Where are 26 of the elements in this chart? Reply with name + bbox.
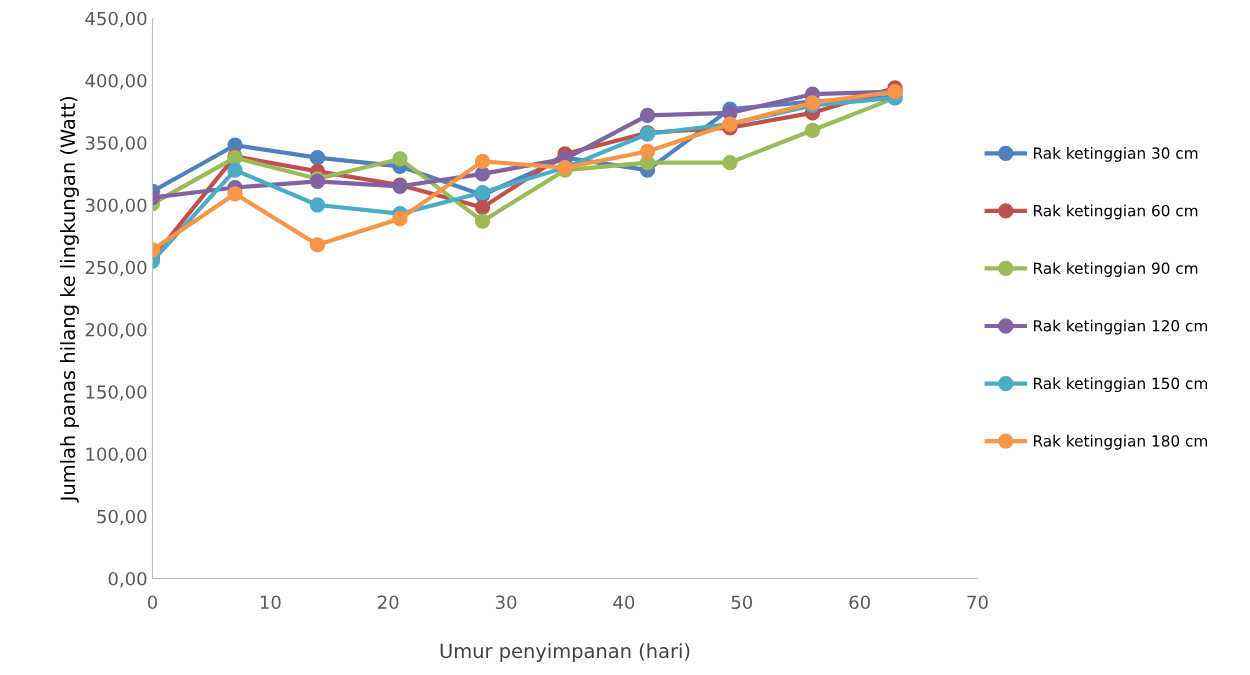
x-tick-label: 70 — [967, 595, 988, 610]
y-tick-label: 50,00 — [97, 509, 147, 526]
y-axis-title: Jumlah panas hilang ke lingkungan (Watt) — [60, 96, 79, 503]
x-tick-label: 40 — [613, 595, 635, 610]
y-tick-label: 300,00 — [85, 198, 147, 214]
y-tick-label: 400,00 — [85, 73, 147, 90]
y-tick-label: 200,00 — [85, 322, 147, 339]
x-axis-title: Umur penyimpanan (hari) — [440, 643, 690, 662]
x-tick-label: 20 — [378, 595, 399, 610]
y-tick-label: 250,00 — [85, 260, 147, 277]
legend-label: Rak ketinggian 60 cm — [1034, 204, 1198, 220]
y-tick-label: 0,00 — [108, 571, 147, 588]
x-tick-label: 0 — [147, 595, 158, 610]
x-tick-label: 10 — [260, 595, 281, 610]
legend-label: Rak ketinggian 150 cm — [1034, 377, 1207, 393]
x-tick-label: 50 — [731, 595, 753, 610]
y-tick-label: 100,00 — [86, 447, 147, 463]
x-tick-label: 30 — [495, 595, 517, 610]
legend-label: Rak ketinggian 30 cm — [1034, 147, 1198, 162]
y-tick-label: 150,00 — [86, 385, 147, 401]
legend-label: Rak ketinggian 120 cm — [1034, 319, 1207, 335]
legend-label: Rak ketinggian 90 cm — [1034, 262, 1198, 277]
y-tick-label: 350,00 — [85, 136, 147, 152]
legend-label: Rak ketinggian 180 cm — [1034, 434, 1207, 450]
y-tick-label: 450,00 — [85, 11, 147, 28]
x-tick-label: 60 — [849, 595, 870, 610]
